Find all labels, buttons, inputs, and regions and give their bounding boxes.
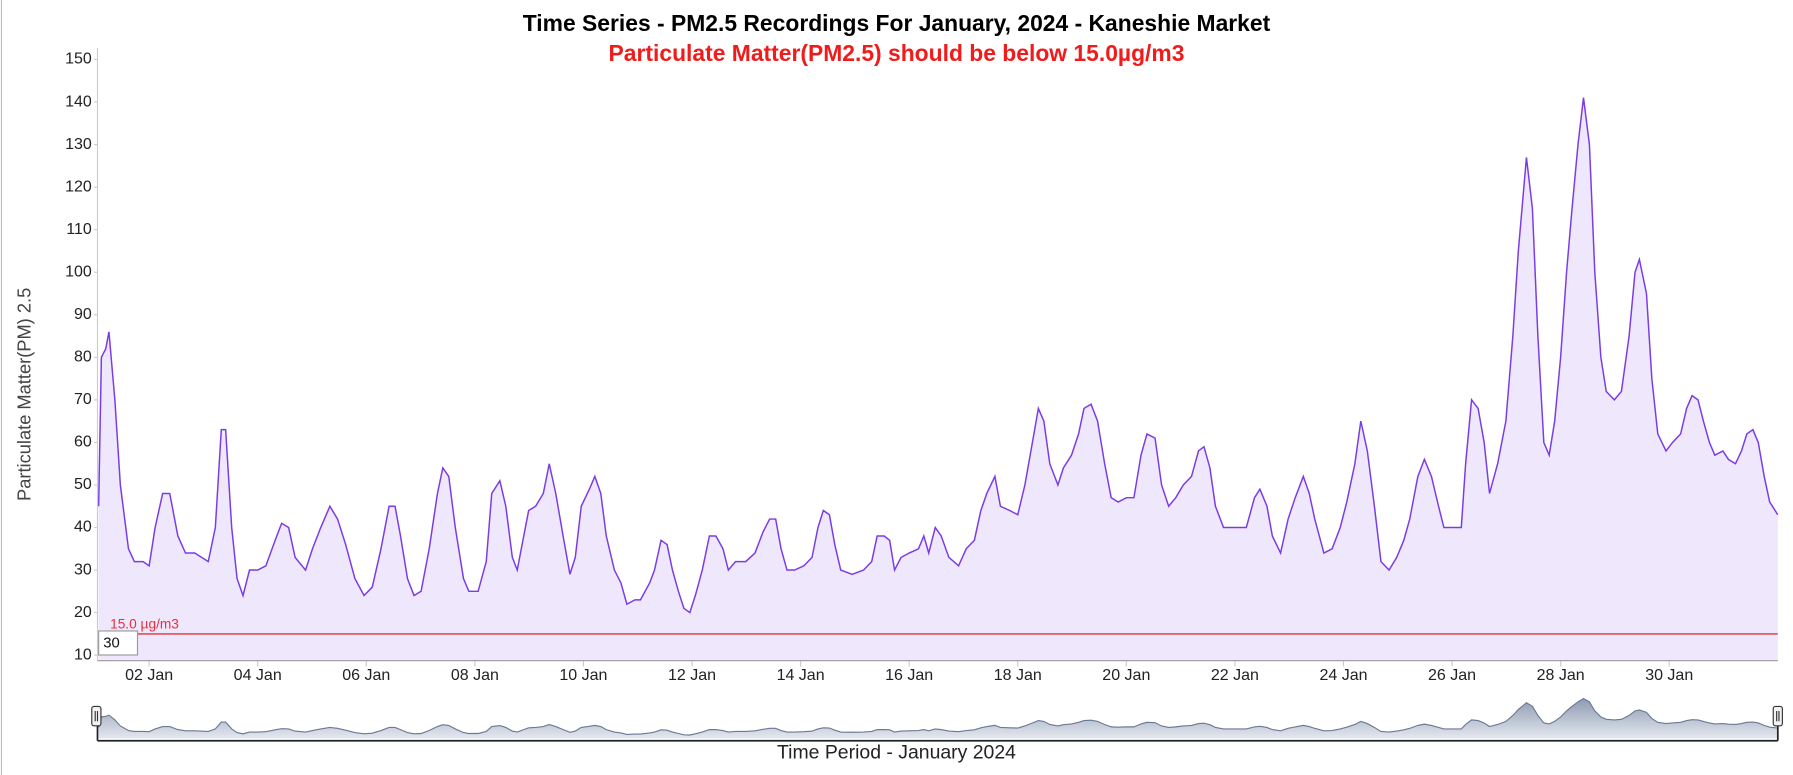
chart-title: Time Series - PM2.5 Recordings For Janua…: [523, 10, 1271, 36]
x-tick-label: 06 Jan: [342, 667, 390, 684]
range-input: 30: [103, 635, 120, 651]
y-tick-label: 100: [65, 263, 92, 280]
navigator-handle[interactable]: [1772, 705, 1783, 727]
y-tick-label: 110: [66, 221, 92, 238]
x-axis-label: Time Period - January 2024: [777, 741, 1016, 763]
navigator-handle[interactable]: [91, 705, 102, 727]
navigator-line: [98, 697, 1778, 736]
y-tick-label: 40: [74, 519, 92, 536]
x-tick-label: 04 Jan: [234, 667, 282, 684]
chart-subtitle: Particulate Matter(PM2.5) should be belo…: [609, 40, 1185, 66]
y-tick-label: 80: [74, 349, 92, 366]
y-axis-label: Particulate Matter(PM) 2.5: [13, 288, 34, 501]
y-tick-label: 20: [74, 604, 92, 621]
line: [97, 97, 1779, 614]
y-tick-label: 70: [74, 391, 92, 408]
x-tick-label: 24 Jan: [1319, 667, 1367, 684]
area: [98, 97, 1778, 661]
x-tick-label: 12 Jan: [668, 667, 716, 684]
x-tick-label: 16 Jan: [885, 667, 933, 684]
x-tick-label: 26 Jan: [1428, 667, 1476, 684]
y-tick-label: 120: [65, 178, 92, 195]
plot: 10 20 30 40 50 60 70 80 90 100 110 120 130 140 150 02 J…: [65, 48, 1783, 742]
threshold-label: 15.0 µg/m3: [110, 616, 179, 631]
x-tick-label: 10 Jan: [559, 667, 607, 684]
y-tick-label: 30: [74, 561, 92, 578]
x-tick-label: 28 Jan: [1537, 667, 1585, 684]
navigator-area: [98, 698, 1778, 739]
x-tick-label: 08 Jan: [451, 667, 499, 684]
y-tick-label: 90: [74, 306, 92, 323]
y-tick-label: 60: [74, 434, 92, 451]
x-tick-label: 22 Jan: [1211, 667, 1259, 684]
range-input-box: [98, 630, 139, 656]
x-tick-label: 02 Jan: [125, 667, 173, 684]
x-tick-label: 20 Jan: [1102, 667, 1150, 684]
x-tick-label: 30 Jan: [1645, 667, 1693, 684]
x-tick-label: 18 Jan: [994, 667, 1042, 684]
y-tick-label: 150: [65, 51, 92, 68]
y-tick-label: 130: [65, 136, 92, 153]
y-tick-label: 50: [74, 476, 92, 493]
x-tick-label: 14 Jan: [777, 667, 825, 684]
y-tick-label: 10: [74, 646, 92, 663]
y-tick-label: 140: [65, 93, 92, 110]
